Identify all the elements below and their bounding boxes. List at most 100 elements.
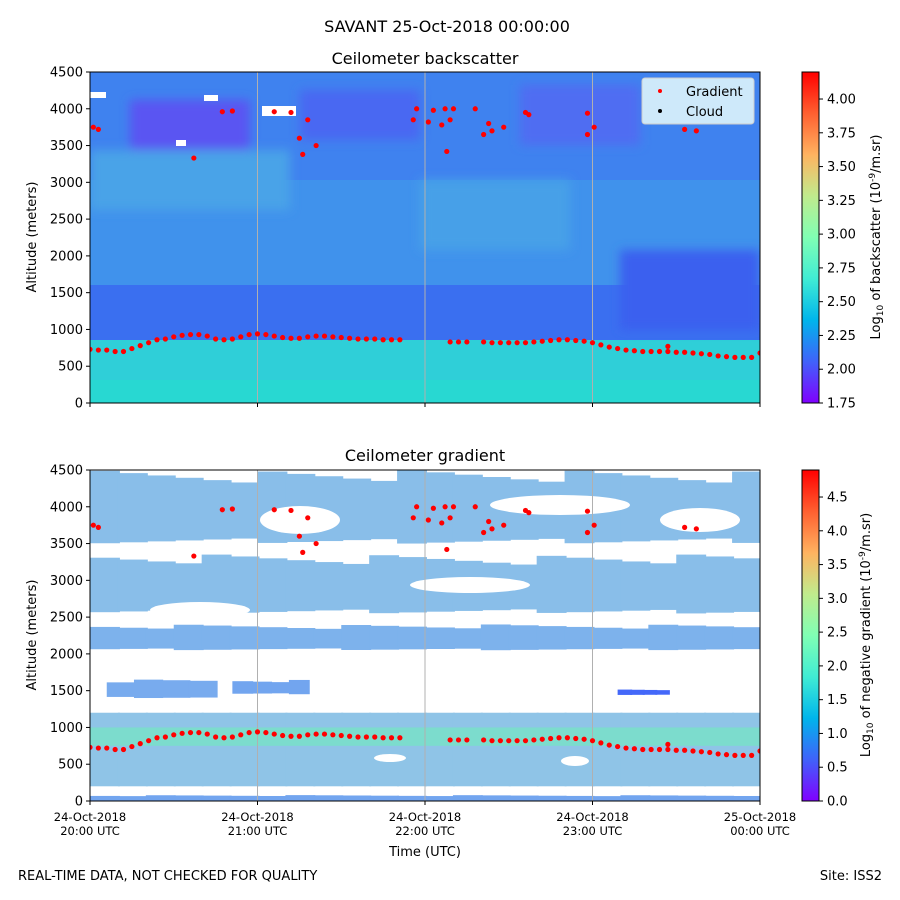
gradient-layer-cell bbox=[285, 628, 316, 649]
gradient-point bbox=[313, 540, 319, 547]
gradient-point bbox=[313, 333, 319, 339]
gradient-point bbox=[313, 731, 319, 737]
gradient-layer-cell bbox=[508, 795, 539, 801]
y-tick-label: 2000 bbox=[50, 249, 83, 264]
gradient-point bbox=[305, 117, 311, 123]
gradient-point bbox=[305, 334, 311, 340]
x-tick-label: 00:00 UTC bbox=[730, 824, 790, 838]
gradient-layer-cell bbox=[536, 795, 567, 801]
gradient-point bbox=[589, 738, 596, 744]
y-tick-label: 0 bbox=[75, 397, 83, 412]
gradient-point bbox=[196, 729, 202, 736]
gradient-layer-cell bbox=[397, 470, 427, 544]
gradient-layer-cell bbox=[369, 625, 400, 650]
y-tick-label: 3500 bbox=[50, 139, 83, 154]
gradient-point bbox=[447, 737, 453, 743]
gradient-point bbox=[288, 109, 294, 116]
gradient-panel: Ceilometer gradient Altitude (meters) 0 5… bbox=[25, 446, 876, 860]
gradient-point bbox=[254, 331, 261, 337]
gradient-point bbox=[305, 732, 311, 738]
gradient-point bbox=[489, 738, 495, 744]
x-tick-label: 24-Oct-2018 bbox=[221, 810, 293, 824]
x-tick-label: 20:00 UTC bbox=[60, 824, 120, 838]
gradient-layer-cell bbox=[257, 627, 288, 650]
gradient-point bbox=[464, 737, 470, 743]
gradient-point bbox=[271, 333, 277, 339]
gradient-point bbox=[506, 340, 512, 346]
gradient-layer-cell bbox=[341, 795, 372, 801]
gradient-point bbox=[347, 733, 353, 739]
gradient-layer-cell bbox=[425, 472, 455, 543]
gradient-layer-cell bbox=[117, 559, 148, 612]
gradient-point bbox=[162, 734, 168, 740]
gradient-point bbox=[591, 124, 597, 130]
gradient-point bbox=[656, 746, 663, 753]
backscatter-field-patch bbox=[520, 85, 640, 145]
gradient-point bbox=[556, 735, 562, 741]
gradient-point bbox=[531, 339, 537, 345]
gradient-layer-cell bbox=[313, 795, 344, 801]
colorbar-tick-label: 2.0 bbox=[827, 659, 848, 674]
backscatter-hole bbox=[204, 95, 218, 101]
gradient-point bbox=[740, 752, 746, 758]
gradient-point bbox=[439, 122, 445, 128]
gradient-layer-cell bbox=[229, 482, 260, 539]
gradient-colorbar bbox=[801, 469, 820, 802]
backscatter-hole bbox=[90, 92, 106, 98]
y-tick-label: 0 bbox=[75, 795, 83, 810]
gradient-point bbox=[615, 345, 621, 352]
gradient-point bbox=[486, 120, 492, 127]
gradient-point bbox=[388, 337, 395, 343]
gradient-point bbox=[120, 746, 127, 753]
gradient-layer-cell bbox=[145, 561, 176, 611]
gradient-point bbox=[430, 107, 436, 113]
gradient-layer-cell bbox=[425, 712, 455, 787]
backscatter-panel: Ceilometer backscatter bbox=[25, 49, 886, 412]
colorbar-tick-label: 4.00 bbox=[827, 93, 856, 108]
gradient-layer-cell bbox=[173, 624, 204, 651]
colorbar-tick-label: 3.50 bbox=[827, 160, 856, 175]
gradient-layer-cell bbox=[106, 682, 136, 697]
y-tick-label: 4500 bbox=[50, 66, 83, 81]
gradient-layer-cell bbox=[270, 682, 291, 694]
gradient-layer-cell bbox=[285, 712, 316, 787]
gradient-point bbox=[648, 348, 654, 355]
gradient-layer-cell bbox=[133, 679, 164, 699]
gradient-layer-cell bbox=[90, 795, 120, 801]
gradient-point bbox=[497, 340, 503, 346]
colorbar-tick-label: 2.00 bbox=[827, 363, 856, 378]
gradient-point bbox=[548, 735, 554, 742]
gradient-point bbox=[296, 135, 302, 141]
gradient-layer-cell bbox=[592, 796, 623, 801]
legend-box bbox=[641, 77, 755, 125]
gradient-colorbar-label: Log10 of negative gradient (10-9/m.sr) bbox=[858, 513, 876, 757]
gradient-layer-cell bbox=[229, 626, 260, 650]
gradient-layer-cell bbox=[630, 689, 645, 695]
gradient-point bbox=[598, 342, 604, 348]
gradient-clear-spot bbox=[374, 754, 406, 762]
gradient-layer-cell bbox=[480, 624, 511, 651]
gradient-point bbox=[740, 354, 746, 360]
gradient-point bbox=[204, 731, 210, 737]
gradient-layer-cell bbox=[452, 474, 483, 542]
x-tick-label: 23:00 UTC bbox=[563, 824, 623, 838]
gradient-layer-cell bbox=[201, 712, 232, 787]
gradient-point bbox=[313, 142, 319, 149]
gradient-point bbox=[347, 335, 353, 341]
gradient-point bbox=[229, 336, 235, 342]
gradient-layer-cell bbox=[145, 475, 176, 542]
backscatter-field-patch bbox=[420, 180, 570, 250]
backscatter-colorbar-ticks: 1.75 2.00 2.25 2.50 2.75 3.00 3.25 3.50 3.75 4.00 bbox=[819, 93, 856, 412]
gradient-point bbox=[693, 526, 699, 532]
gradient-layer-cell bbox=[704, 712, 735, 787]
gradient-gradient-points bbox=[90, 504, 760, 758]
x-tick-label: 21:00 UTC bbox=[228, 824, 288, 838]
gradient-point bbox=[539, 736, 545, 742]
gradient-point bbox=[665, 348, 671, 355]
gradient-point bbox=[640, 348, 646, 355]
gradient-point bbox=[196, 331, 202, 338]
y-tick-label: 3000 bbox=[50, 176, 83, 191]
gradient-layer-cell bbox=[564, 626, 595, 650]
gradient-layer-cell bbox=[676, 625, 707, 650]
gradient-layer-cell bbox=[508, 712, 539, 787]
